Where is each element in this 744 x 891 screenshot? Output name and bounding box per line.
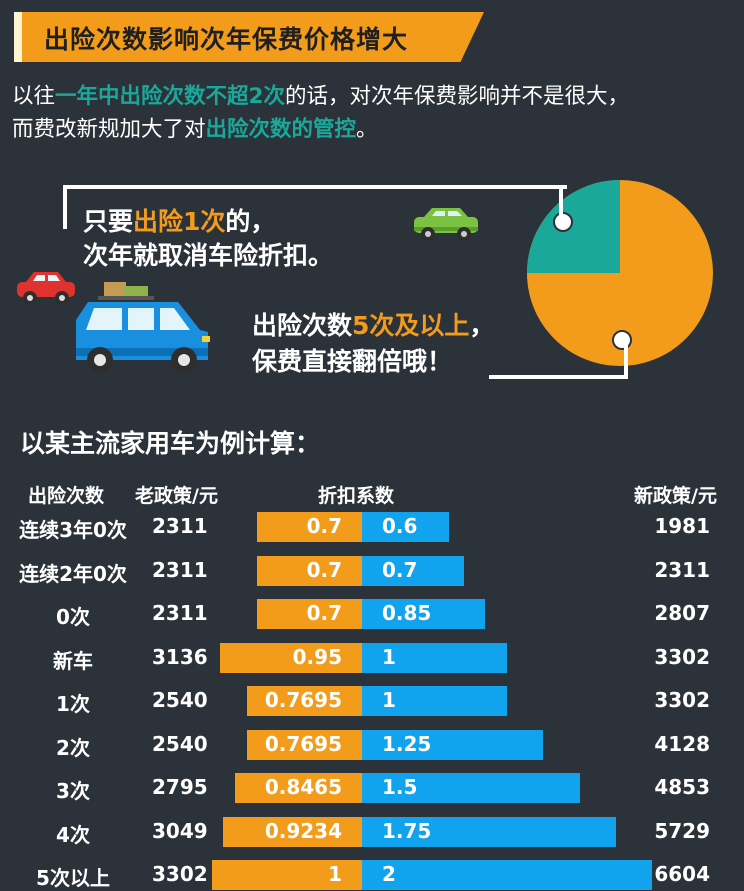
old-factor-bar [223,816,362,847]
callout-dot-1 [553,212,573,232]
intro-part: 而费改新规加大了对 [12,117,206,142]
row-label: 2次 [56,735,90,760]
callout-1: 只要出险1次的， 次年就取消车险折扣。 [83,205,333,273]
new-premium: 4128 [654,731,710,756]
old-factor-label: 0.7 [306,557,342,582]
old-factor-label: 1 [328,862,342,886]
new-factor-bar [362,816,616,847]
callout-1-text: 只要 [83,207,134,236]
row-label: 新车 [53,648,93,673]
old-factor-label: 0.9234 [264,818,342,843]
callout-bracket-2 [489,340,628,379]
row-label: 5次以上 [36,866,110,890]
banner-accent [14,12,22,62]
new-factor-label: 1 [382,688,396,712]
old-premium: 2311 [152,514,208,538]
old-factor-bar [257,599,362,629]
header-claim-count: 出险次数 [28,485,105,507]
new-factor-label: 1.75 [382,818,432,843]
new-factor-label: 0.85 [382,601,432,625]
old-premium: 3302 [152,862,208,886]
header-discount-factor: 折扣系数 [318,485,395,507]
new-factor-bar [362,642,507,673]
old-premium: 3049 [152,818,208,843]
red-car-icon [17,272,75,305]
new-factor-bar [362,555,464,586]
new-factor-bar [362,512,449,542]
old-premium: 2311 [152,601,208,625]
new-premium: 3302 [654,688,710,712]
intro-text: 以往一年中出险次数不超2次的话，对次年保费影响并不是很大， 而费改新规加大了对出… [12,80,737,146]
old-factor-label: 0.7695 [264,731,342,756]
title-banner [14,12,484,62]
old-premium: 2540 [152,731,208,756]
green-car-icon [414,208,478,241]
new-factor-label: 1 [382,644,396,669]
new-factor-bar [362,860,652,890]
new-premium: 2807 [654,601,710,625]
new-factor-label: 1.5 [382,775,418,799]
new-premium: 3302 [654,644,710,669]
callout-bracket-1 [63,185,567,229]
row-label: 4次 [56,822,90,847]
callout-2-text: 出险次数 [252,311,353,340]
new-premium: 1981 [654,514,710,538]
intro-part: 。 [356,117,378,142]
intro-part: 的话，对次年保费影响并不是很大， [284,84,629,109]
callout-1-highlight: 出险1次 [133,207,226,236]
old-factor-label: 0.7 [306,514,342,538]
new-premium: 2311 [654,557,710,582]
old-factor-label: 0.7695 [264,688,342,712]
old-factor-label: 0.7 [306,601,342,625]
row-label: 3次 [56,779,90,803]
pie-slice-teal [527,180,620,273]
new-factor-bar [362,729,544,760]
callout-1-text: 的， [225,207,276,236]
old-factor-bar [257,555,362,586]
old-factor-bar [219,642,362,673]
old-factor-bar [235,773,362,803]
old-factor-bar [257,512,362,542]
callout-2-highlight: 5次及以上 [352,311,470,340]
row-label: 0次 [56,605,90,629]
row-label: 1次 [56,692,90,716]
old-factor-label: 0.8465 [264,775,342,799]
blue-car-icon [76,282,210,373]
intro-part: 以往 [12,84,56,109]
header-old-policy: 老政策/元 [135,485,218,507]
old-factor-bar [246,686,362,716]
row-label: 连续3年0次 [19,518,127,542]
new-factor-label: 0.6 [382,514,418,538]
intro-highlight: 一年中出险次数不超2次 [55,84,285,109]
callout-1-line2: 次年就取消车险折扣。 [83,241,334,270]
section-subtitle: 以某主流家用车为例计算： [20,429,321,458]
new-factor-label: 1.25 [382,731,432,756]
intro-highlight: 出险次数的管控 [205,117,357,142]
new-factor-label: 0.7 [382,557,418,582]
pie-chart [527,180,713,366]
new-factor-bar [362,686,507,716]
old-factor-label: 0.95 [292,644,342,669]
row-label: 连续2年0次 [19,561,127,586]
new-factor-bar [362,773,580,803]
header-new-policy: 新政策/元 [634,485,717,507]
new-premium: 6604 [654,862,710,886]
old-premium: 2795 [152,775,208,799]
new-factor-bar [362,599,486,629]
old-premium: 2311 [152,557,208,582]
page-title: 出险次数影响次年保费价格增大 [44,25,409,54]
callout-2-line2: 保费直接翻倍哦！ [252,347,453,376]
new-premium: 4853 [654,775,710,799]
callout-stub-1 [559,185,563,219]
old-factor-bar [246,729,362,760]
old-premium: 3136 [152,644,208,669]
callout-2: 出险次数5次及以上， 保费直接翻倍哦！ [252,308,494,380]
callout-2-text: ， [469,311,495,340]
new-premium: 5729 [654,818,710,843]
new-factor-label: 2 [382,862,396,886]
old-premium: 2540 [152,688,208,712]
